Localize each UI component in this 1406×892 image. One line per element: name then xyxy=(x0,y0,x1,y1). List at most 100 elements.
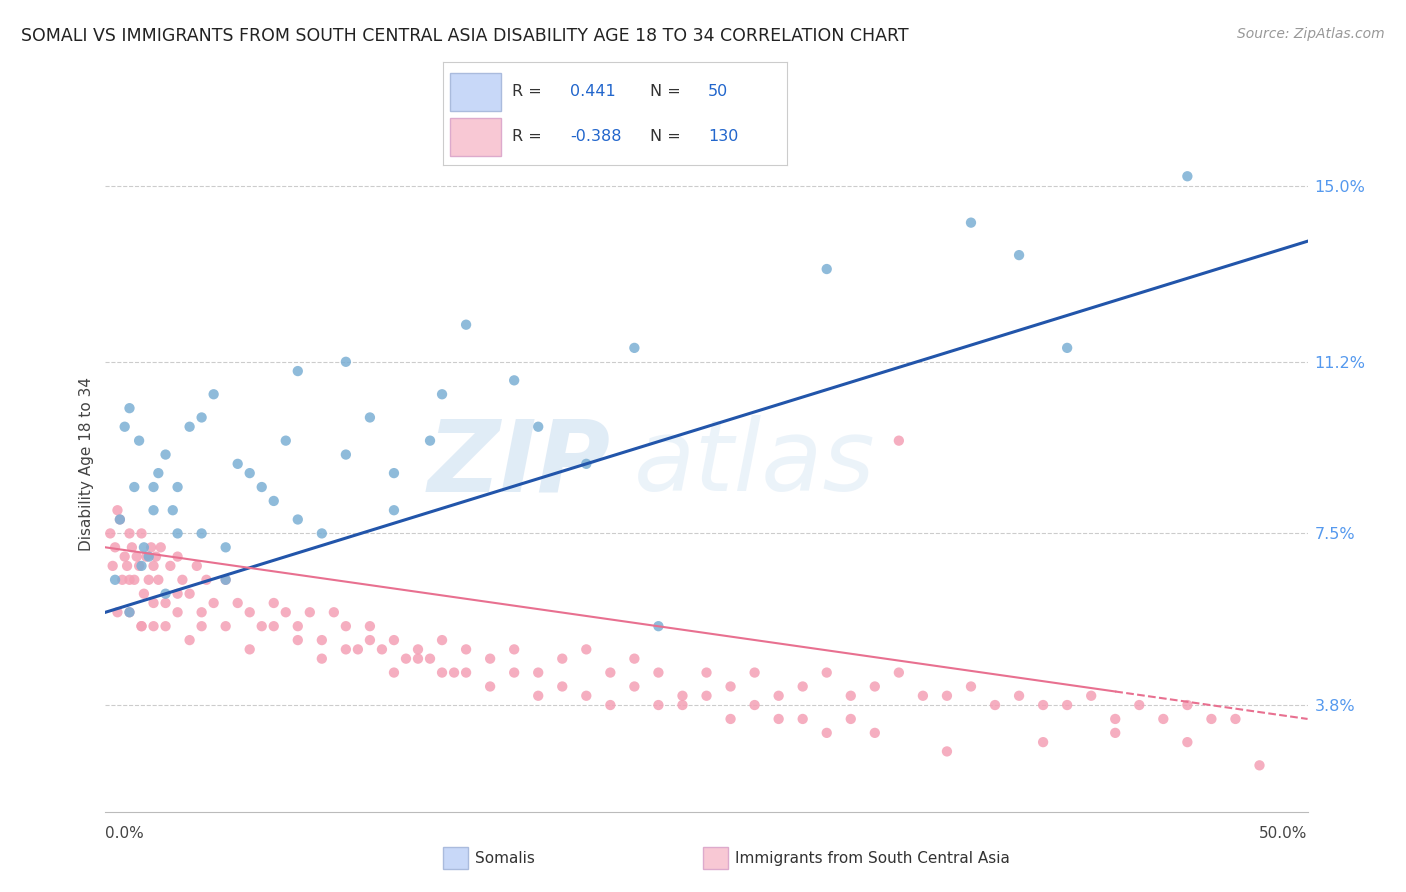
Text: 0.441: 0.441 xyxy=(571,84,616,99)
Point xyxy=(696,689,718,703)
Point xyxy=(166,587,188,601)
Point xyxy=(226,596,249,610)
Point xyxy=(382,503,405,517)
Point xyxy=(311,526,333,541)
Point xyxy=(214,573,236,587)
Point xyxy=(936,744,959,758)
Point xyxy=(792,712,814,726)
Text: 50.0%: 50.0% xyxy=(1260,826,1308,840)
Text: R =: R = xyxy=(512,128,541,144)
Point xyxy=(382,665,405,680)
Point xyxy=(647,665,669,680)
Point xyxy=(115,558,138,573)
Point xyxy=(406,651,429,665)
Point xyxy=(214,573,236,587)
Point xyxy=(984,698,1007,712)
Point xyxy=(1056,698,1078,712)
Point xyxy=(263,494,285,508)
Point xyxy=(202,387,225,401)
Point xyxy=(839,712,862,726)
Point xyxy=(104,541,127,555)
Point xyxy=(395,651,418,665)
Point xyxy=(118,605,141,619)
Point xyxy=(1008,689,1031,703)
Point xyxy=(190,410,212,425)
Point xyxy=(936,689,959,703)
Point xyxy=(347,642,370,657)
Point xyxy=(623,341,645,355)
Point xyxy=(382,466,405,480)
Point xyxy=(132,541,155,555)
Point xyxy=(311,633,333,648)
Point xyxy=(166,605,188,619)
Point xyxy=(142,480,165,494)
Point xyxy=(131,619,153,633)
Point xyxy=(419,434,441,448)
Point xyxy=(599,698,621,712)
Point xyxy=(1104,712,1126,726)
Point xyxy=(744,698,766,712)
Text: Somalis: Somalis xyxy=(475,851,536,865)
Point xyxy=(406,642,429,657)
Text: SOMALI VS IMMIGRANTS FROM SOUTH CENTRAL ASIA DISABILITY AGE 18 TO 34 CORRELATION: SOMALI VS IMMIGRANTS FROM SOUTH CENTRAL … xyxy=(21,27,908,45)
Point xyxy=(132,587,155,601)
Point xyxy=(1032,735,1054,749)
Point xyxy=(190,526,212,541)
Point xyxy=(575,642,598,657)
Point xyxy=(1080,689,1102,703)
Point xyxy=(322,605,344,619)
Point xyxy=(118,401,141,416)
Point xyxy=(166,480,188,494)
Point xyxy=(108,512,131,526)
Point xyxy=(815,726,838,740)
Point xyxy=(1104,726,1126,740)
Text: Source: ZipAtlas.com: Source: ZipAtlas.com xyxy=(1237,27,1385,41)
Point xyxy=(239,642,262,657)
Point xyxy=(527,419,550,434)
Point xyxy=(287,364,309,378)
Point xyxy=(155,448,177,462)
Point xyxy=(1201,712,1223,726)
Point xyxy=(1225,712,1247,726)
Point xyxy=(815,665,838,680)
Point xyxy=(371,642,394,657)
Point xyxy=(335,355,357,369)
Point xyxy=(172,573,194,587)
Point xyxy=(104,573,127,587)
Point xyxy=(335,642,357,657)
FancyBboxPatch shape xyxy=(450,73,502,111)
Point xyxy=(124,573,146,587)
Text: 50: 50 xyxy=(709,84,728,99)
Point xyxy=(335,448,357,462)
Point xyxy=(108,512,131,526)
Point xyxy=(454,642,477,657)
Point xyxy=(142,596,165,610)
Point xyxy=(430,387,453,401)
Point xyxy=(359,633,381,648)
Point xyxy=(298,605,321,619)
Text: Immigrants from South Central Asia: Immigrants from South Central Asia xyxy=(735,851,1011,865)
Point xyxy=(382,633,405,648)
Bar xyxy=(703,847,728,869)
Point xyxy=(335,619,357,633)
Point xyxy=(179,633,201,648)
Point xyxy=(1175,735,1198,749)
Point xyxy=(239,605,262,619)
Point xyxy=(135,549,157,564)
Point xyxy=(166,549,188,564)
Text: atlas: atlas xyxy=(634,416,876,512)
Point xyxy=(287,633,309,648)
Point xyxy=(214,619,236,633)
Point xyxy=(1249,758,1271,772)
Point xyxy=(118,526,141,541)
Text: 130: 130 xyxy=(709,128,738,144)
Point xyxy=(863,680,886,694)
Point xyxy=(792,680,814,694)
Point xyxy=(551,680,574,694)
Point xyxy=(359,619,381,633)
Point xyxy=(190,619,212,633)
Point xyxy=(768,712,790,726)
Point xyxy=(623,651,645,665)
Text: -0.388: -0.388 xyxy=(571,128,621,144)
Point xyxy=(124,480,146,494)
